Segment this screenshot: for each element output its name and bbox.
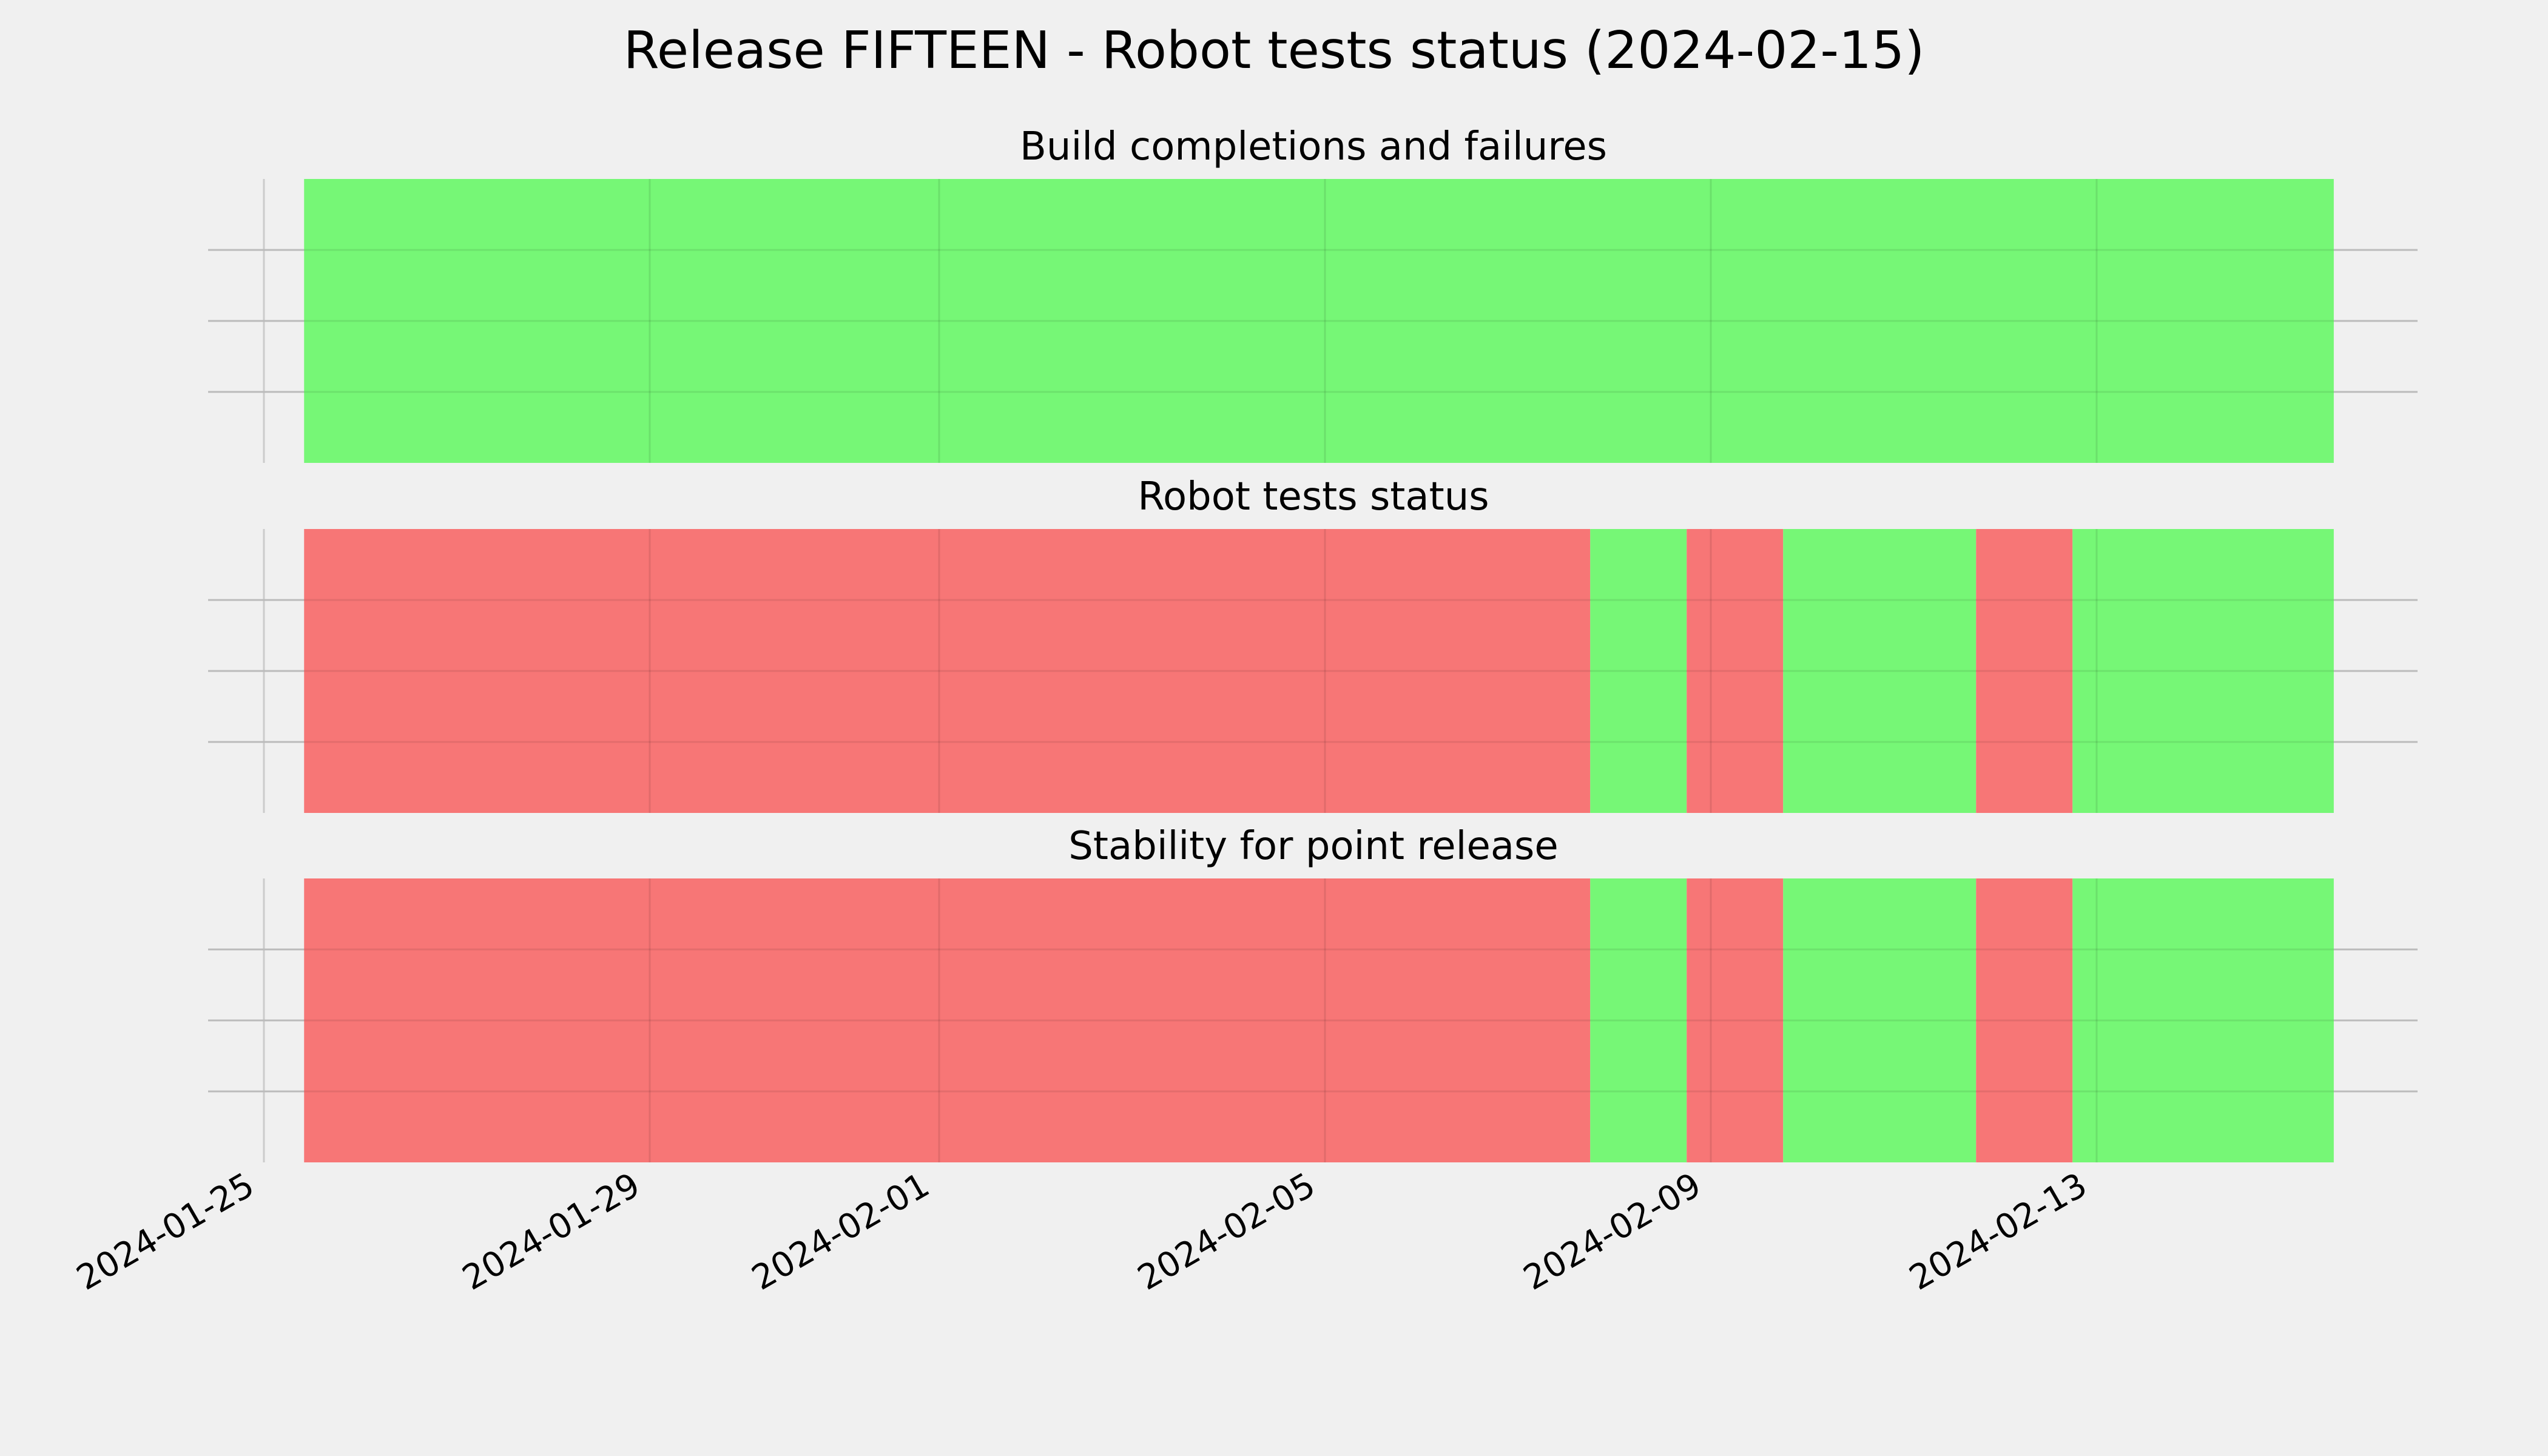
status-segment-pass xyxy=(1783,529,1977,813)
x-tick-label: 2024-01-29 xyxy=(456,1165,647,1298)
status-segment-pass xyxy=(1590,529,1687,813)
panel-title: Robot tests status xyxy=(1138,474,1489,519)
status-segment-fail xyxy=(1687,878,1784,1162)
x-axis-ticks: 2024-01-25 2024-01-29 2024-02-01 2024-02-05… xyxy=(70,1165,2094,1298)
status-segment-pass xyxy=(1590,878,1687,1162)
status-segment-fail xyxy=(1976,529,2073,813)
status-segment-pass xyxy=(304,179,2334,463)
panel-title: Stability for point release xyxy=(1068,824,1559,869)
panel-1: Build completions and failures xyxy=(208,124,2418,463)
panels: Build completions and failures Robot test… xyxy=(208,124,2418,1162)
panel-2: Robot tests status xyxy=(208,474,2418,813)
x-tick-label: 2024-01-25 xyxy=(70,1165,261,1298)
status-segment-pass xyxy=(1783,878,1977,1162)
x-tick-label: 2024-02-09 xyxy=(1517,1165,1708,1298)
status-segment-fail xyxy=(304,529,1591,813)
status-segment-fail xyxy=(1976,878,2073,1162)
status-segment-fail xyxy=(304,878,1591,1162)
status-segment-fail xyxy=(1687,529,1784,813)
panel-title: Build completions and failures xyxy=(1020,124,1607,169)
x-tick-label: 2024-02-13 xyxy=(1903,1165,2094,1298)
x-tick-label: 2024-02-05 xyxy=(1131,1165,1322,1298)
chart-title: Release FIFTEEN - Robot tests status (20… xyxy=(624,21,1925,81)
status-segment-pass xyxy=(2072,529,2334,813)
x-tick-label: 2024-02-01 xyxy=(746,1165,936,1298)
status-segment-pass xyxy=(2072,878,2334,1162)
panel-3: Stability for point release xyxy=(208,824,2418,1162)
